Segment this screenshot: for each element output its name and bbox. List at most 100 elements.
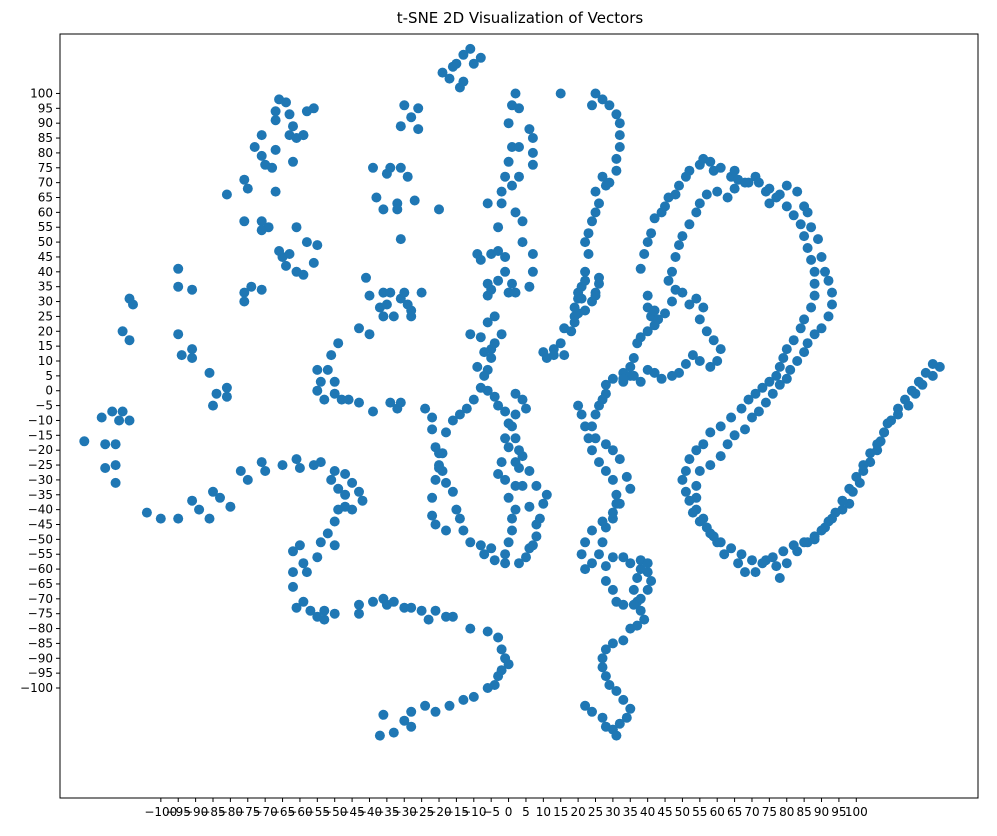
data-point (577, 294, 587, 304)
data-point (570, 303, 580, 313)
data-point (817, 526, 827, 536)
data-point (598, 662, 608, 672)
data-point (396, 234, 406, 244)
data-point (646, 228, 656, 238)
data-point (493, 469, 503, 479)
data-point (601, 466, 611, 476)
y-tick-label: −45 (28, 518, 53, 532)
data-point (469, 692, 479, 702)
data-point (761, 398, 771, 408)
data-point (591, 89, 601, 99)
data-point (712, 187, 722, 197)
data-point (671, 252, 681, 262)
data-point (632, 338, 642, 348)
data-point (312, 386, 322, 396)
data-point (483, 683, 493, 693)
data-point (208, 401, 218, 411)
data-point (319, 395, 329, 405)
data-point (726, 543, 736, 553)
x-tick-label: 100 (845, 805, 868, 819)
y-tick-label: 55 (38, 220, 53, 234)
data-point (236, 466, 246, 476)
data-point (465, 329, 475, 339)
data-point (820, 267, 830, 277)
data-point (298, 597, 308, 607)
data-point (893, 404, 903, 414)
data-point (601, 439, 611, 449)
data-point (521, 404, 531, 414)
data-point (799, 537, 809, 547)
data-point (806, 303, 816, 313)
data-point (458, 526, 468, 536)
data-point (837, 496, 847, 506)
data-point (340, 490, 350, 500)
data-point (403, 172, 413, 182)
data-point (445, 701, 455, 711)
data-point (716, 421, 726, 431)
data-point (629, 585, 639, 595)
y-tick-label: −25 (28, 458, 53, 472)
data-point (128, 300, 138, 310)
data-point (646, 576, 656, 586)
data-point (754, 178, 764, 188)
data-point (806, 255, 816, 265)
data-point (434, 204, 444, 214)
x-tick-label: 20 (570, 805, 585, 819)
data-point (222, 383, 232, 393)
data-point (611, 154, 621, 164)
data-point (785, 365, 795, 375)
data-point (271, 106, 281, 116)
data-point (427, 493, 437, 503)
data-point (281, 261, 291, 271)
data-point (705, 362, 715, 372)
data-point (611, 597, 621, 607)
data-point (438, 448, 448, 458)
data-point (156, 514, 166, 524)
data-point (528, 133, 538, 143)
data-point (691, 294, 701, 304)
data-point (142, 508, 152, 518)
y-tick-label: −20 (28, 443, 53, 457)
data-point (684, 454, 694, 464)
data-point (827, 288, 837, 298)
data-point (361, 273, 371, 283)
data-point (507, 421, 517, 431)
data-point (531, 531, 541, 541)
data-point (271, 187, 281, 197)
data-point (601, 671, 611, 681)
data-point (695, 198, 705, 208)
data-point (824, 276, 834, 286)
data-point (396, 121, 406, 131)
data-point (879, 427, 889, 437)
data-point (688, 350, 698, 360)
data-point (187, 353, 197, 363)
data-point (323, 365, 333, 375)
data-point (302, 567, 312, 577)
data-point (660, 308, 670, 318)
data-point (594, 457, 604, 467)
data-point (528, 148, 538, 158)
data-point (511, 410, 521, 420)
data-point (730, 184, 740, 194)
data-point (660, 201, 670, 211)
data-point (549, 350, 559, 360)
data-point (608, 552, 618, 562)
y-tick-label: −40 (28, 503, 53, 517)
data-point (420, 404, 430, 414)
data-point (100, 463, 110, 473)
data-point (434, 463, 444, 473)
data-point (507, 279, 517, 289)
data-point (598, 537, 608, 547)
data-point (500, 172, 510, 182)
data-point (827, 300, 837, 310)
data-point (441, 427, 451, 437)
data-point (775, 362, 785, 372)
data-point (872, 439, 882, 449)
data-point (528, 160, 538, 170)
data-point (431, 707, 441, 717)
data-point (611, 166, 621, 176)
data-point (354, 609, 364, 619)
data-point (591, 207, 601, 217)
data-point (643, 558, 653, 568)
data-point (476, 540, 486, 550)
